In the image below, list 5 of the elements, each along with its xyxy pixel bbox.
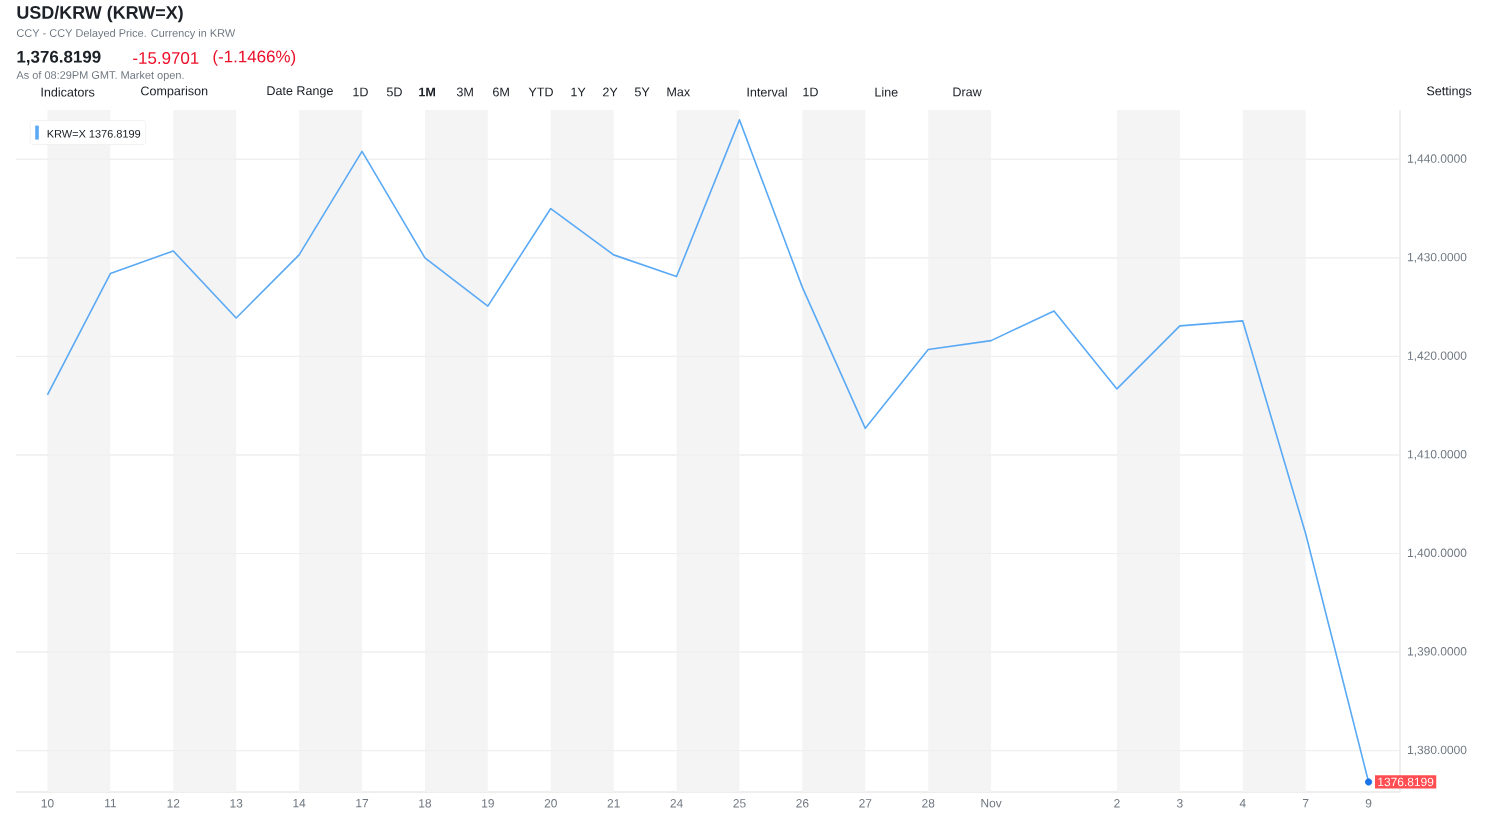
line-series: [46, 119, 1370, 783]
text: (-1.1466%): [213, 50, 296, 66]
text: 1,376.8199: [17, 50, 101, 66]
text: -15.9701: [133, 52, 199, 64]
chart-title: USD/KRW (KRW=X): [17, 5, 183, 23]
